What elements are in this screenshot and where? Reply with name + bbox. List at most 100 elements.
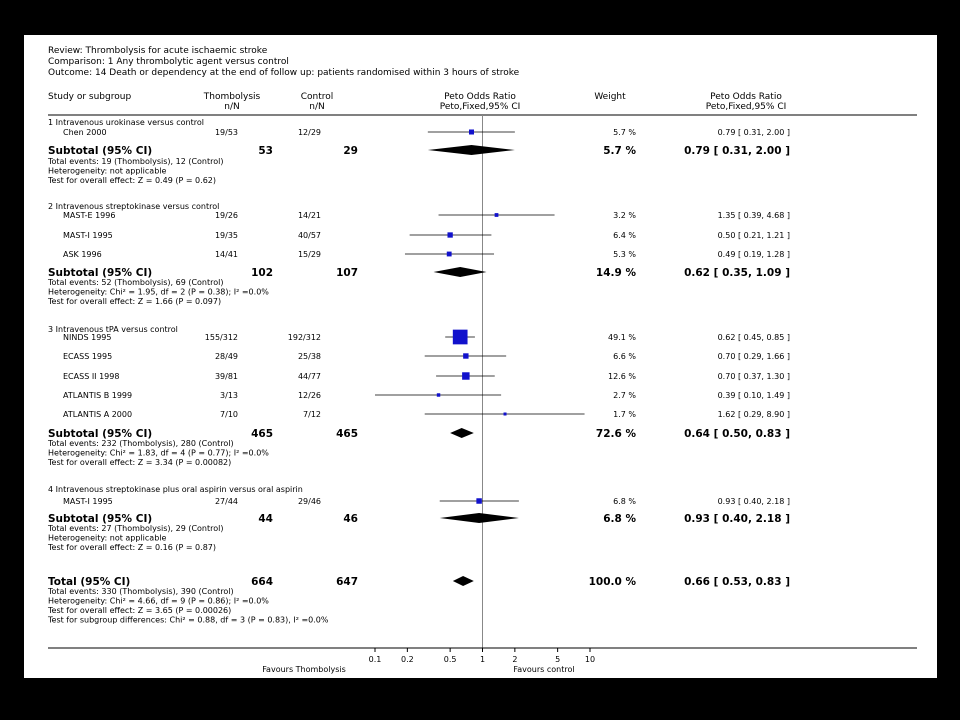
study-name: ECASS II 1998	[63, 372, 119, 381]
study-marker	[447, 232, 453, 238]
x-tick-label: 2	[512, 655, 517, 664]
study-name: MAST-I 1995	[63, 231, 113, 240]
subtotal-note: Total events: 52 (Thombolysis), 69 (Cont…	[47, 278, 223, 287]
subgroup-title: 4 Intravenous streptokinase plus oral as…	[48, 485, 303, 494]
total-label: Total (95% CI)	[48, 576, 130, 588]
review-title: Review: Thrombolysis for acute ischaemic…	[48, 46, 268, 56]
study-ci-text: 1.62 [ 0.29, 8.90 ]	[718, 410, 790, 419]
x-tick-label: 1	[480, 655, 485, 664]
subtotal-treat-total: 53	[258, 145, 273, 157]
favours-left-label: Favours Thombolysis	[262, 665, 346, 674]
study-treat-events: 27/44	[215, 497, 238, 506]
subtotal-note: Test for overall effect: Z = 0.16 (P = 0…	[47, 543, 216, 552]
subtotal-diamond	[427, 145, 515, 155]
subtotal-ci-text: 0.79 [ 0.31, 2.00 ]	[684, 145, 790, 157]
study-name: MAST-I 1995	[63, 497, 113, 506]
study-control-events: 12/26	[298, 391, 321, 400]
subtotal-note: Heterogeneity: not applicable	[48, 534, 166, 543]
subtotal-weight: 6.8 %	[603, 513, 636, 525]
study-control-events: 29/46	[298, 497, 321, 506]
study-control-events: 44/77	[298, 372, 321, 381]
col-header-control-sub: n/N	[309, 102, 324, 112]
study-ci-text: 0.39 [ 0.10, 1.49 ]	[718, 391, 790, 400]
subtotal-treat-total: 465	[251, 428, 273, 440]
subtotal-label: Subtotal (95% CI)	[48, 145, 152, 157]
study-ci-text: 0.62 [ 0.45, 0.85 ]	[718, 333, 790, 342]
subtotal-diamond	[433, 267, 487, 277]
subtotal-diamond	[450, 428, 474, 438]
subtotal-treat-total: 44	[258, 513, 273, 525]
col-header-control: Control	[301, 92, 334, 102]
total-note: Total events: 330 (Thombolysis), 390 (Co…	[47, 587, 234, 596]
study-ci-text: 0.70 [ 0.29, 1.66 ]	[718, 352, 790, 361]
col-header-study: Study or subgroup	[48, 92, 131, 102]
study-marker	[463, 353, 469, 359]
subgroup-title: 3 Intravenous tPA versus control	[48, 325, 178, 334]
study-control-events: 14/21	[298, 211, 321, 220]
forest-plot-panel: Review: Thrombolysis for acute ischaemic…	[24, 35, 937, 678]
study-name: NINDS 1995	[63, 333, 111, 342]
study-weight: 3.2 %	[613, 211, 636, 220]
subtotal-control-total: 46	[343, 513, 358, 525]
study-name: ASK 1996	[63, 250, 102, 259]
study-treat-events: 155/312	[205, 333, 238, 342]
study-control-events: 15/29	[298, 250, 321, 259]
study-ci-text: 0.93 [ 0.40, 2.18 ]	[718, 497, 790, 506]
study-name: ECASS 1995	[63, 352, 112, 361]
study-ci-text: 0.49 [ 0.19, 1.28 ]	[718, 250, 790, 259]
forest-plot: Review: Thrombolysis for acute ischaemic…	[47, 46, 917, 674]
subtotal-label: Subtotal (95% CI)	[48, 513, 152, 525]
subgroup-title: 1 Intravenous urokinase versus control	[48, 118, 204, 127]
study-marker	[452, 329, 468, 345]
subtotal-note: Test for overall effect: Z = 3.34 (P = 0…	[47, 458, 231, 467]
study-ci-text: 0.79 [ 0.31, 2.00 ]	[718, 128, 790, 137]
study-weight: 6.8 %	[613, 497, 636, 506]
col-header-or: Peto Odds Ratio	[444, 92, 516, 102]
x-tick-label: 0.1	[369, 655, 382, 664]
subtotal-diamond	[439, 513, 519, 523]
total-weight: 100.0 %	[589, 576, 637, 588]
study-control-events: 40/57	[298, 231, 321, 240]
subtotal-ci-text: 0.93 [ 0.40, 2.18 ]	[684, 513, 790, 525]
subtotal-note: Heterogeneity: Chi² = 1.83, df = 4 (P = …	[48, 449, 269, 458]
subtotal-treat-total: 102	[251, 267, 273, 279]
study-name: ATLANTIS B 1999	[63, 391, 132, 400]
x-tick-label: 10	[585, 655, 595, 664]
col-header-weight: Weight	[594, 92, 626, 102]
study-weight: 6.4 %	[613, 231, 636, 240]
study-treat-events: 39/81	[215, 372, 238, 381]
study-marker	[503, 412, 507, 416]
x-tick-label: 0.2	[401, 655, 414, 664]
subtotal-note: Heterogeneity: Chi² = 1.95, df = 2 (P = …	[48, 288, 269, 297]
total-note: Heterogeneity: Chi² = 4.66, df = 9 (P = …	[48, 597, 269, 606]
favours-right-label: Favours control	[513, 665, 574, 674]
subtotal-note: Total events: 232 (Thombolysis), 280 (Co…	[47, 439, 234, 448]
study-treat-events: 3/13	[220, 391, 238, 400]
subtotal-label: Subtotal (95% CI)	[48, 428, 152, 440]
study-weight: 6.6 %	[613, 352, 636, 361]
subtotal-control-total: 465	[336, 428, 358, 440]
col-header-treat: Thombolysis	[203, 92, 261, 102]
subtotal-ci-text: 0.62 [ 0.35, 1.09 ]	[684, 267, 790, 279]
study-name: ATLANTIS A 2000	[63, 410, 132, 419]
study-weight: 12.6 %	[608, 372, 636, 381]
study-treat-events: 19/35	[215, 231, 238, 240]
study-control-events: 192/312	[288, 333, 321, 342]
x-tick-label: 0.5	[444, 655, 457, 664]
study-weight: 5.3 %	[613, 250, 636, 259]
study-name: MAST-E 1996	[63, 211, 115, 220]
comparison-title: Comparison: 1 Any thrombolytic agent ver…	[48, 57, 289, 67]
subtotal-weight: 72.6 %	[596, 428, 637, 440]
col-header-or-sub: Peto,Fixed,95% CI	[440, 102, 521, 112]
subtotal-weight: 14.9 %	[596, 267, 637, 279]
col-header-or2-sub: Peto,Fixed,95% CI	[706, 102, 787, 112]
study-ci-text: 1.35 [ 0.39, 4.68 ]	[718, 211, 790, 220]
x-tick-label: 5	[555, 655, 560, 664]
study-treat-events: 19/53	[215, 128, 238, 137]
subgroup-title: 2 Intravenous streptokinase versus contr…	[48, 202, 219, 211]
study-marker	[494, 213, 499, 217]
col-header-or2: Peto Odds Ratio	[710, 92, 782, 102]
outcome-title: Outcome: 14 Death or dependency at the e…	[48, 68, 520, 78]
study-treat-events: 28/49	[215, 352, 238, 361]
study-weight: 49.1 %	[608, 333, 636, 342]
